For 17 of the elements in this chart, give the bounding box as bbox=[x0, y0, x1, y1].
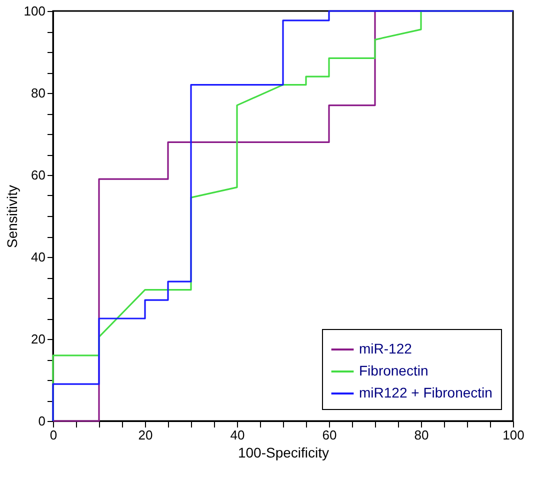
x-tick-label: 60 bbox=[322, 428, 337, 442]
y-tick-label: 40 bbox=[31, 250, 46, 264]
y-tick-label: 80 bbox=[31, 86, 46, 100]
legend-label: miR-122 bbox=[359, 340, 412, 356]
y-tick-label: 20 bbox=[31, 332, 46, 346]
x-tick-label: 100 bbox=[502, 428, 524, 442]
y-axis-title: Sensitivity bbox=[4, 184, 20, 248]
x-tick-label: 80 bbox=[414, 428, 429, 442]
y-tick-label: 60 bbox=[31, 168, 46, 182]
x-axis-title: 100-Specificity bbox=[238, 444, 330, 460]
x-tick-label: 20 bbox=[138, 428, 153, 442]
x-tick-label: 0 bbox=[50, 428, 58, 442]
y-tick-label: 0 bbox=[38, 414, 46, 428]
x-tick-label: 40 bbox=[230, 428, 245, 442]
y-tick-label: 100 bbox=[24, 4, 46, 18]
legend-label: Fibronectin bbox=[359, 362, 428, 378]
legend-label: miR122 + Fibronectin bbox=[359, 384, 492, 400]
